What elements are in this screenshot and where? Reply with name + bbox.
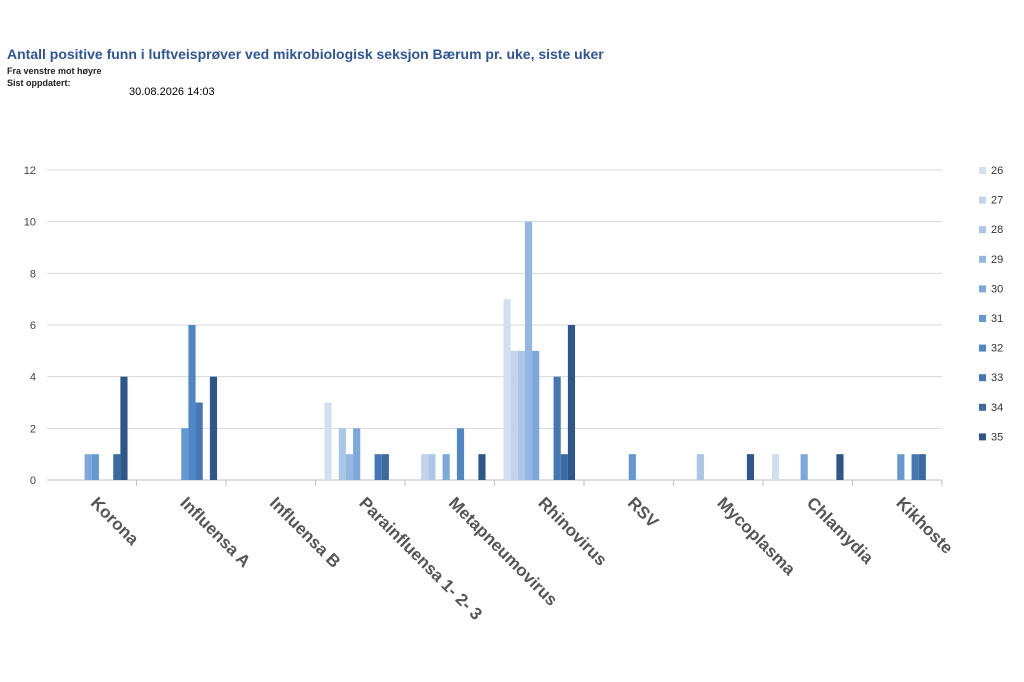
bar — [442, 454, 450, 480]
bar — [897, 454, 905, 480]
category-label: Korona — [87, 493, 143, 549]
category-label: Chlamydia — [803, 493, 878, 568]
x-axis-categories: Korona Influensa A Influensa B Parainfluens… — [87, 493, 957, 623]
legend-swatch — [979, 344, 986, 352]
legend: 26 27 28 29 30 31 32 33 34 35 — [979, 165, 1003, 443]
updated-label: Sist oppdatert: — [7, 78, 71, 88]
bar — [324, 402, 332, 480]
bar — [374, 454, 382, 480]
bar — [800, 454, 808, 480]
y-tick-label: 8 — [30, 268, 36, 280]
bar — [836, 454, 844, 480]
y-tick-label: 6 — [30, 320, 36, 332]
chart-subtitle: Fra venstre mot høyre — [7, 66, 102, 76]
bar — [918, 454, 926, 480]
bar — [746, 454, 755, 480]
bar — [195, 402, 203, 480]
y-tick-label: 0 — [30, 475, 36, 487]
bar — [567, 325, 576, 480]
bar — [478, 454, 486, 480]
legend-swatch — [979, 226, 986, 234]
bar — [532, 350, 540, 480]
legend-label: 26 — [991, 165, 1003, 177]
legend-swatch — [979, 285, 986, 293]
bar — [353, 428, 361, 480]
y-tick-label: 12 — [24, 165, 36, 177]
category-label: Mycoplasma — [713, 493, 799, 579]
bar — [209, 376, 218, 480]
y-tick-label: 4 — [30, 372, 36, 384]
bar — [524, 221, 533, 480]
legend-swatch — [979, 255, 986, 263]
legend-label: 33 — [991, 372, 1003, 384]
legend-label: 32 — [991, 343, 1003, 355]
bar — [188, 325, 196, 480]
legend-swatch — [979, 315, 986, 322]
legend-swatch — [979, 374, 986, 382]
bar — [553, 376, 561, 480]
bar — [696, 454, 704, 480]
bar — [120, 376, 128, 480]
bars — [84, 221, 926, 480]
legend-label: 27 — [991, 195, 1003, 207]
bar — [456, 428, 465, 480]
category-label: Influensa A — [176, 493, 254, 571]
category-label: RSV — [624, 493, 663, 532]
bar — [517, 350, 525, 480]
bar — [628, 454, 636, 480]
bar — [428, 454, 436, 480]
category-label: Influensa B — [266, 493, 344, 571]
legend-swatch — [979, 196, 986, 204]
bar — [421, 454, 429, 480]
bar — [911, 454, 919, 480]
legend-swatch — [979, 167, 986, 174]
updated-value: 30.08.2026 14:03 — [129, 86, 215, 98]
legend-swatch — [979, 403, 986, 411]
bar — [181, 428, 189, 480]
bar — [338, 428, 346, 480]
category-label: Rhinovirus — [534, 493, 610, 569]
legend-label: 31 — [991, 313, 1003, 325]
legend-label: 30 — [991, 283, 1003, 295]
legend-label: 35 — [991, 431, 1003, 443]
bar — [771, 454, 780, 480]
bar — [560, 454, 568, 480]
legend-swatch — [979, 433, 986, 441]
legend-label: 28 — [991, 224, 1003, 236]
bar — [91, 454, 99, 480]
y-axis-ticks: 0 2 4 6 8 10 12 — [24, 165, 36, 487]
bar — [84, 454, 92, 480]
bar — [345, 454, 354, 480]
bar — [381, 454, 389, 480]
y-tick-label: 2 — [30, 423, 36, 435]
category-label: Kikhoste — [892, 493, 956, 557]
legend-label: 34 — [991, 402, 1003, 414]
legend-label: 29 — [991, 254, 1003, 266]
chart-title: Antall positive funn i luftveisprøver ve… — [7, 46, 604, 62]
bar — [503, 299, 511, 480]
y-tick-label: 10 — [24, 217, 36, 229]
bar — [113, 454, 121, 480]
bar — [510, 350, 518, 480]
